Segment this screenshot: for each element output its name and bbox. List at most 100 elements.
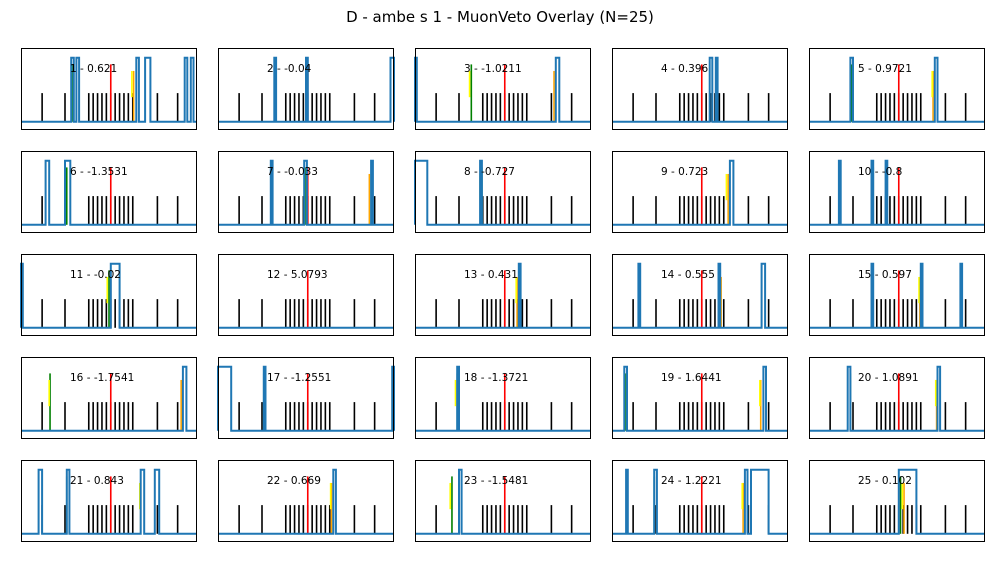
subplot-label: 17 - -1.2551 xyxy=(267,372,331,384)
plot-area xyxy=(809,48,985,130)
subplot-label: 22 - 0.669 xyxy=(267,475,321,487)
plot-frame xyxy=(809,48,985,130)
trace-line xyxy=(612,365,788,432)
subplot-4: 4 - 0.396 xyxy=(612,48,788,130)
plot-area xyxy=(809,151,985,233)
subplot-20: 20 - 1.0891 xyxy=(809,357,985,439)
subplot-1: 1 - 0.621 xyxy=(21,48,197,130)
subplot-18: 18 - -1.3721 xyxy=(415,357,591,439)
subplot-label: 12 - 5.0793 xyxy=(267,269,328,281)
subplot-label: 18 - -1.3721 xyxy=(464,372,528,384)
figure-title: D - ambe s 1 - MuonVeto Overlay (N=25) xyxy=(346,8,654,26)
subplot-label: 1 - 0.621 xyxy=(70,63,117,75)
subplot-label: 10 - -0.8 xyxy=(858,166,902,178)
plot-area xyxy=(21,151,197,233)
subplot-label: 23 - -1.5481 xyxy=(464,475,528,487)
subplot-16: 16 - -1.7541 xyxy=(21,357,197,439)
subplot-label: 7 - -0.033 xyxy=(267,166,318,178)
plot-frame xyxy=(612,48,788,130)
plot-area xyxy=(21,48,197,130)
plot-area xyxy=(415,48,591,130)
subplot-21: 21 - 0.843 xyxy=(21,460,197,542)
plot-area xyxy=(612,357,788,439)
subplot-13: 13 - 0.431 xyxy=(415,254,591,336)
subplot-15: 15 - 0.597 xyxy=(809,254,985,336)
plot-area xyxy=(21,357,197,439)
subplot-label: 24 - 1.2221 xyxy=(661,475,722,487)
subplot-24: 24 - 1.2221 xyxy=(612,460,788,542)
trace-line xyxy=(612,468,788,535)
subplot-label: 3 - -1.0211 xyxy=(464,63,522,75)
trace-line xyxy=(21,56,197,123)
plot-area xyxy=(612,48,788,130)
plot-area xyxy=(415,254,591,336)
subplot-10: 10 - -0.8 xyxy=(809,151,985,233)
plot-frame xyxy=(612,460,788,542)
trace-line xyxy=(809,365,985,432)
plot-area xyxy=(415,151,591,233)
subplot-label: 6 - -1.3531 xyxy=(70,166,128,178)
plot-frame xyxy=(21,254,197,336)
subplot-5: 5 - 0.9721 xyxy=(809,48,985,130)
subplot-label: 20 - 1.0891 xyxy=(858,372,919,384)
plot-area xyxy=(415,460,591,542)
plot-frame xyxy=(218,460,394,542)
plot-frame xyxy=(21,151,197,233)
plot-frame xyxy=(809,254,985,336)
subplot-label: 14 - 0.555 xyxy=(661,269,715,281)
plot-frame xyxy=(612,254,788,336)
subplot-label: 19 - 1.6441 xyxy=(661,372,722,384)
subplot-2: 2 - -0.04 xyxy=(218,48,395,130)
subplot-8: 8 - -0.727 xyxy=(414,151,591,233)
subplot-label: 25 - 0.102 xyxy=(858,475,912,487)
subplot-9: 9 - 0.723 xyxy=(612,151,788,233)
plot-area xyxy=(218,357,394,439)
plot-area xyxy=(612,254,788,336)
plot-frame xyxy=(612,357,788,439)
plot-frame xyxy=(218,151,394,233)
subplot-17: 17 - -1.2551 xyxy=(217,357,395,439)
subplot-label: 21 - 0.843 xyxy=(70,475,124,487)
plot-frame xyxy=(612,151,788,233)
subplot-11: 11 - -0.02 xyxy=(20,254,197,336)
subplot-label: 9 - 0.723 xyxy=(661,166,708,178)
plot-area xyxy=(809,460,985,542)
plot-area xyxy=(415,357,591,439)
plot-frame xyxy=(218,357,394,439)
trace-line xyxy=(218,159,394,226)
plot-area xyxy=(612,460,788,542)
plot-frame xyxy=(809,460,985,542)
subplot-19: 19 - 1.6441 xyxy=(612,357,788,439)
subplot-label: 11 - -0.02 xyxy=(70,269,121,281)
subplot-25: 25 - 0.102 xyxy=(809,460,985,542)
trace-line xyxy=(612,159,788,226)
subplot-6: 6 - -1.3531 xyxy=(21,151,197,233)
subplot-label: 5 - 0.9721 xyxy=(858,63,912,75)
subplot-label: 8 - -0.727 xyxy=(464,166,515,178)
trace-line xyxy=(809,56,985,123)
plot-frame xyxy=(21,460,197,542)
trace-line xyxy=(809,468,985,535)
subplot-label: 13 - 0.431 xyxy=(464,269,518,281)
trace-line xyxy=(415,365,591,432)
subplot-12: 12 - 5.0793 xyxy=(218,254,394,336)
subplot-label: 16 - -1.7541 xyxy=(70,372,134,384)
plot-frame xyxy=(218,48,394,130)
trace-line xyxy=(217,365,395,432)
plot-frame xyxy=(218,254,394,336)
subplot-7: 7 - -0.033 xyxy=(218,151,394,233)
trace-line xyxy=(809,159,985,226)
plot-area xyxy=(218,460,394,542)
plot-area xyxy=(809,357,985,439)
subplot-22: 22 - 0.669 xyxy=(218,460,394,542)
plot-frame xyxy=(415,254,591,336)
plot-frame xyxy=(415,48,591,130)
plot-area xyxy=(218,254,394,336)
trace-line xyxy=(21,468,197,535)
subplot-label: 15 - 0.597 xyxy=(858,269,912,281)
plot-frame xyxy=(809,357,985,439)
plot-frame xyxy=(809,151,985,233)
subplot-label: 2 - -0.04 xyxy=(267,63,312,75)
plot-frame xyxy=(21,357,197,439)
